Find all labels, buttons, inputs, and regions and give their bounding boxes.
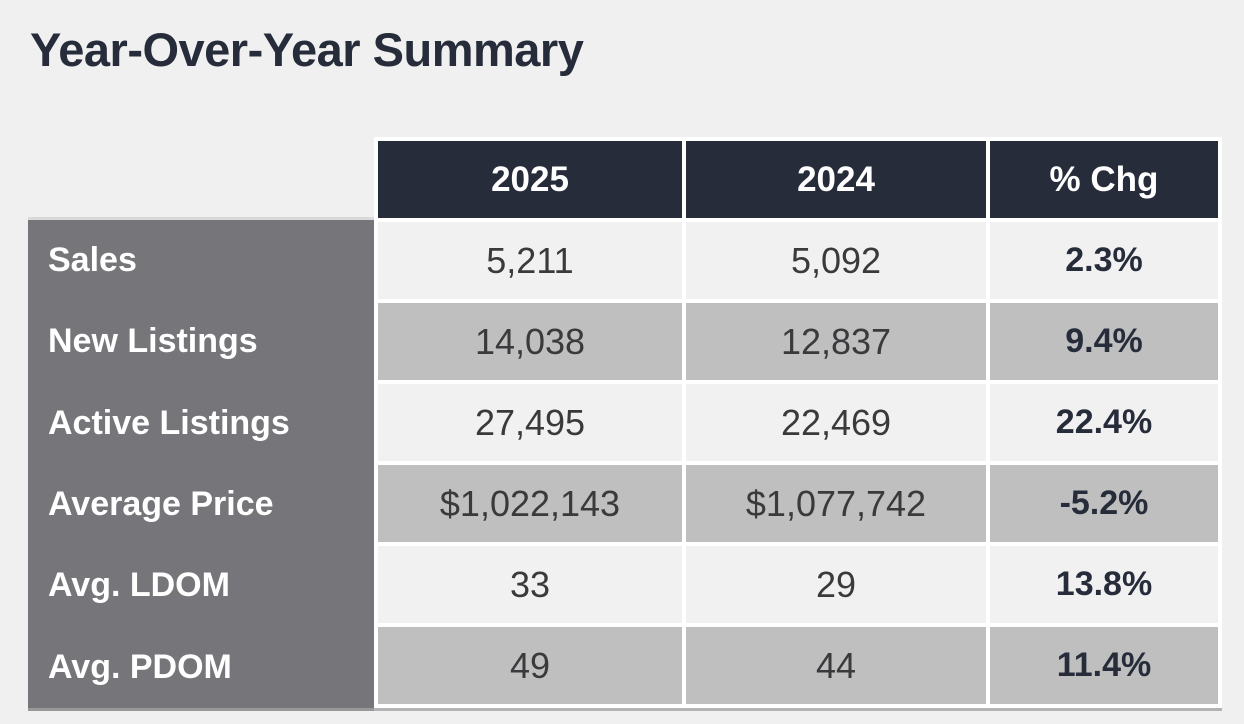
cell-active-listings-2024: 22,469 — [686, 384, 986, 461]
row-label-avg-pdom: Avg. PDOM — [48, 647, 232, 686]
cell-avg-pdom-2024: 44 — [686, 627, 986, 704]
cell-avg-pdom-2025: 49 — [378, 627, 682, 704]
cell-new-listings-pct-chg: 9.4% — [990, 303, 1218, 380]
cell-sales-2024: 5,092 — [686, 222, 986, 299]
row-label-avg-ldom: Avg. LDOM — [48, 566, 230, 605]
row-label-new-listings: New Listings — [48, 322, 258, 361]
cell-average-price-2025: $1,022,143 — [378, 465, 682, 542]
cell-average-price-pct-chg: -5.2% — [990, 465, 1218, 542]
cell-average-price-2024: $1,077,742 — [686, 465, 986, 542]
cell-sales-pct-chg: 2.3% — [990, 222, 1218, 299]
cell-avg-ldom-pct-chg: 13.8% — [990, 546, 1218, 623]
column-header-pct-chg: % Chg — [990, 141, 1218, 218]
column-header-2025: 2025 — [378, 141, 682, 218]
row-label-column: Sales New Listings Active Listings Avera… — [28, 217, 374, 708]
cell-new-listings-2025: 14,038 — [378, 303, 682, 380]
cell-avg-pdom-pct-chg: 11.4% — [990, 627, 1218, 704]
column-header-2024: 2024 — [686, 141, 986, 218]
cell-new-listings-2024: 12,837 — [686, 303, 986, 380]
row-label-sales: Sales — [48, 241, 137, 280]
page-title: Year-Over-Year Summary — [30, 23, 584, 76]
cell-avg-ldom-2024: 29 — [686, 546, 986, 623]
cell-active-listings-pct-chg: 22.4% — [990, 384, 1218, 461]
cell-active-listings-2025: 27,495 — [378, 384, 682, 461]
cell-avg-ldom-2025: 33 — [378, 546, 682, 623]
cell-sales-2025: 5,211 — [378, 222, 682, 299]
row-label-average-price: Average Price — [48, 485, 274, 524]
row-label-active-listings: Active Listings — [48, 403, 290, 442]
yoy-summary-table: 2025 2024 % Chg 5,211 5,092 2.3% 14,038 … — [374, 137, 1222, 708]
